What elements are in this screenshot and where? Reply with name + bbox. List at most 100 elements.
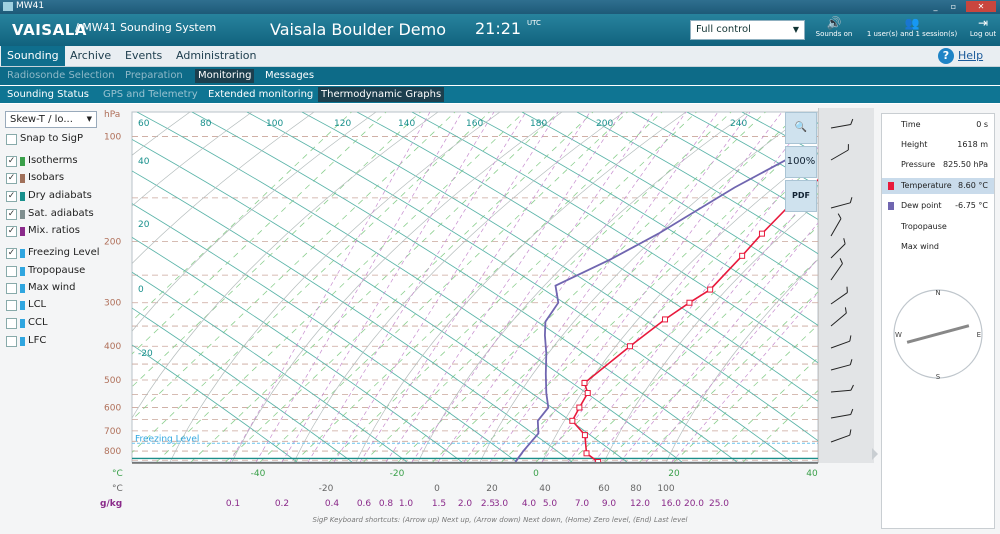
option-isotherms[interactable]: ✓ Isotherms <box>6 154 126 168</box>
product-name: / MW41 Sounding System <box>75 21 217 34</box>
compass-w: W <box>895 331 902 339</box>
checkbox[interactable]: ✓ <box>6 226 17 237</box>
option-label: Isobars <box>28 172 65 183</box>
mixing-ratio-line <box>385 112 623 462</box>
isotherm-line <box>363 112 732 462</box>
pressure-tick-label: 800 <box>104 447 121 457</box>
minimize-button[interactable]: _ <box>933 2 938 11</box>
checkbox[interactable]: ✓ <box>6 191 17 202</box>
option-freezing-level[interactable]: ✓ Freezing Level <box>6 246 126 260</box>
mixing-ratio-tick-label: 2.0 <box>458 499 473 509</box>
isotherm-line <box>132 112 490 454</box>
logout-button[interactable]: ⇥ Log out <box>966 16 1000 44</box>
tab-monitoring[interactable]: Monitoring <box>195 69 255 83</box>
users-icon: 👥 <box>904 16 920 30</box>
dew-point-line[interactable] <box>514 152 799 462</box>
tab-thermodynamic-graphs[interactable]: Thermodynamic Graphs <box>318 87 445 102</box>
checkbox[interactable] <box>6 134 17 145</box>
checkbox[interactable] <box>6 318 17 329</box>
mixing-ratio-tick-label: 3.0 <box>494 499 509 509</box>
info-row-tropopause[interactable]: Tropopause <box>882 219 994 235</box>
checkbox[interactable] <box>6 283 17 294</box>
brand-logo: VAISALA <box>12 21 87 39</box>
sigp-marker[interactable] <box>581 432 588 439</box>
isotherm-line <box>132 112 352 322</box>
info-row-pressure[interactable]: Pressure 825.50 hPa <box>882 157 994 173</box>
tab-archive[interactable]: Archive <box>70 49 112 62</box>
dry-adiabat-line <box>132 236 463 462</box>
tab-extended-monitoring[interactable]: Extended monitoring <box>208 89 314 100</box>
checkbox[interactable]: ✓ <box>6 248 17 259</box>
option-sat-adiabats[interactable]: ✓ Sat. adiabats <box>6 207 126 221</box>
tab-messages[interactable]: Messages <box>265 70 315 81</box>
help-icon[interactable]: ? <box>938 48 954 64</box>
tab-radiosonde-selection[interactable]: Radiosonde Selection <box>7 70 115 81</box>
sigp-marker[interactable] <box>707 286 714 293</box>
checkbox[interactable]: ✓ <box>6 156 17 167</box>
color-swatch <box>20 210 25 219</box>
info-key: Tropopause <box>901 222 947 231</box>
sigp-marker[interactable] <box>576 404 583 411</box>
sat-adiabat-line <box>132 112 439 419</box>
close-window-button[interactable]: ✕ <box>966 1 996 12</box>
compass-e: E <box>977 331 981 339</box>
tab-sounding-status[interactable]: Sounding Status <box>7 89 89 100</box>
sigp-marker[interactable] <box>583 450 590 457</box>
plot-area[interactable] <box>131 111 819 463</box>
checkbox[interactable] <box>6 336 17 347</box>
tab-preparation[interactable]: Preparation <box>125 70 183 81</box>
pdf-export-button[interactable]: PDF <box>785 180 817 212</box>
sigp-marker[interactable] <box>595 459 602 465</box>
info-row-max-wind[interactable]: Max wind <box>882 239 994 255</box>
sound-toggle[interactable]: 🔊 Sounds on <box>814 16 854 44</box>
info-row-height[interactable]: Height 1618 m <box>882 137 994 153</box>
tab-administration[interactable]: Administration <box>176 49 257 62</box>
dry-adiabat-line <box>411 112 818 364</box>
mixing-ratio-line <box>255 112 463 462</box>
sigp-marker[interactable] <box>686 299 693 306</box>
info-key: Max wind <box>901 242 939 251</box>
control-mode-select[interactable]: Full control ▼ <box>690 20 805 40</box>
sigp-marker[interactable] <box>662 316 669 323</box>
zoom-tool-button[interactable]: 🔍 <box>785 112 817 144</box>
option-snap-to-sigp[interactable]: Snap to SigP <box>6 132 126 146</box>
sigp-marker[interactable] <box>739 252 746 259</box>
theta-label: 140 <box>398 119 415 129</box>
zoom-level-button[interactable]: 100% <box>785 146 817 178</box>
wind-barb-column <box>818 108 874 463</box>
users-sessions[interactable]: 👥 1 user(s) and 1 session(s) <box>860 16 964 44</box>
option-isobars[interactable]: ✓ Isobars <box>6 171 126 185</box>
info-row-temperature[interactable]: Temperature 8.60 °C <box>882 178 994 194</box>
sigp-marker[interactable] <box>584 390 591 397</box>
isotherm-line <box>570 225 818 462</box>
option-lcl[interactable]: LCL <box>6 298 126 312</box>
theta-label: 60 <box>138 119 150 129</box>
maximize-button[interactable]: ▫ <box>950 2 957 11</box>
option-ccl[interactable]: CCL <box>6 316 126 330</box>
graph-type-select[interactable]: Skew-T / lo... ▼ <box>5 111 97 128</box>
checkbox[interactable]: ✓ <box>6 173 17 184</box>
tab-sounding[interactable]: Sounding <box>1 46 65 66</box>
option-max-wind[interactable]: Max wind <box>6 281 126 295</box>
info-row-dew-point[interactable]: Dew point -6.75 °C <box>882 198 994 214</box>
sat-adiabat-line <box>479 112 811 462</box>
sigp-marker[interactable] <box>758 230 765 237</box>
mixing-ratio-tick-label: 0.6 <box>357 499 372 509</box>
sigp-marker[interactable] <box>581 379 588 386</box>
compass-ring <box>893 289 983 379</box>
checkbox[interactable]: ✓ <box>6 209 17 220</box>
info-row-time[interactable]: Time 0 s <box>882 117 994 133</box>
tab-gps-telemetry[interactable]: GPS and Telemetry <box>103 89 198 100</box>
option-tropopause[interactable]: Tropopause <box>6 264 126 278</box>
tab-events[interactable]: Events <box>125 49 163 62</box>
checkbox[interactable] <box>6 300 17 311</box>
sigp-marker[interactable] <box>626 343 633 350</box>
dry-adiabat-line <box>576 112 818 255</box>
option-mix-ratios[interactable]: ✓ Mix. ratios <box>6 224 126 238</box>
help-link[interactable]: Help <box>958 49 984 62</box>
checkbox[interactable] <box>6 266 17 277</box>
sigp-marker[interactable] <box>569 417 576 424</box>
sat-adiabat-line <box>169 112 501 462</box>
option-lfc[interactable]: LFC <box>6 334 126 348</box>
option-dry-adiabats[interactable]: ✓ Dry adiabats <box>6 189 126 203</box>
